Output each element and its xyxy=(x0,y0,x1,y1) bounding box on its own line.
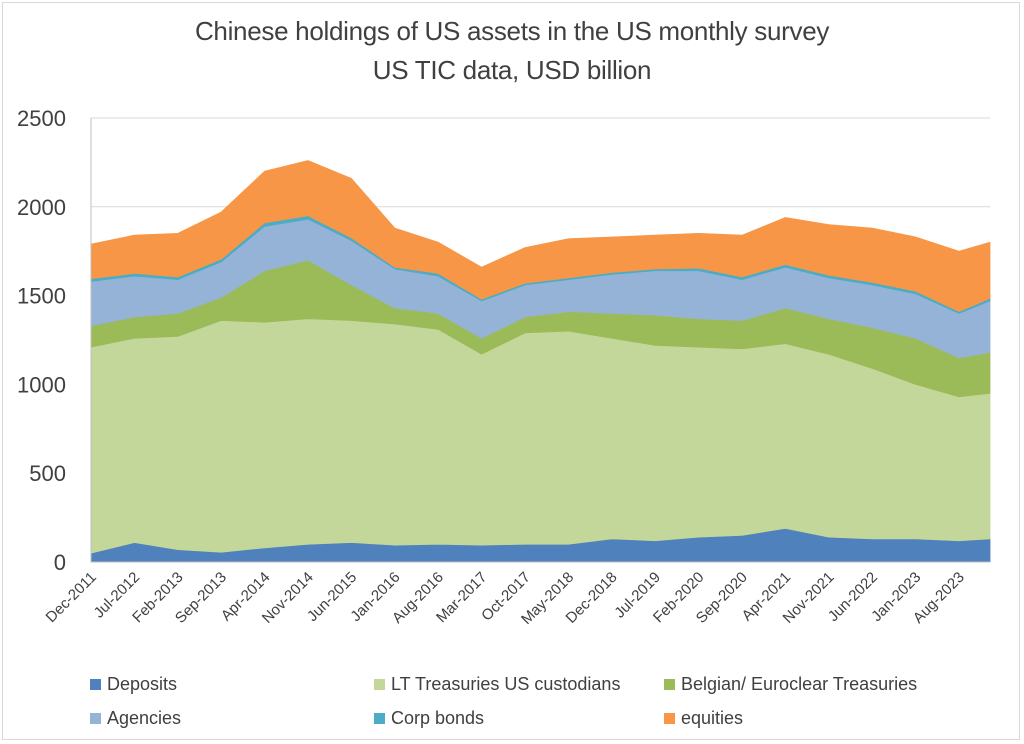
y-tick-label: 2000 xyxy=(17,195,66,220)
chart-subtitle: US TIC data, USD billion xyxy=(372,55,652,85)
chart-title: Chinese holdings of US assets in the US … xyxy=(194,16,830,46)
y-tick-label: 2500 xyxy=(17,106,66,131)
legend-item-lt-treasuries: LT Treasuries US custodians xyxy=(374,674,620,695)
x-axis-ticks: Dec-2011Jul-2012Feb-2013Sep-2013Apr-2014… xyxy=(43,569,968,628)
legend-label: equities xyxy=(681,708,744,728)
legend-swatch xyxy=(90,713,101,724)
legend-item-equities: equities xyxy=(664,708,743,729)
legend-label: Corp bonds xyxy=(391,708,485,728)
legend-swatch xyxy=(90,679,101,690)
y-tick-label: 1000 xyxy=(17,372,66,397)
legend-swatch xyxy=(664,713,675,724)
axes xyxy=(90,118,990,563)
legend-label: Agencies xyxy=(107,708,182,728)
legend-item-corp-bonds: Corp bonds xyxy=(374,708,484,729)
y-tick-label: 0 xyxy=(54,550,66,575)
y-tick-label: 1500 xyxy=(17,284,66,309)
legend-swatch xyxy=(374,713,385,724)
legend-item-belgian-euroclear: Belgian/ Euroclear Treasuries xyxy=(664,674,917,695)
legend-item-deposits: Deposits xyxy=(90,674,177,695)
y-tick-label: 500 xyxy=(29,461,66,486)
legend-swatch xyxy=(374,679,385,690)
x-tick-label: Dec-2011 xyxy=(43,569,100,626)
y-axis-ticks: 0 500 1000 1500 2000 2500 xyxy=(17,106,66,575)
area-equities xyxy=(90,160,991,313)
area-series xyxy=(90,160,991,563)
legend-label: LT Treasuries US custodians xyxy=(391,674,621,694)
legend-swatch xyxy=(664,679,675,690)
legend-item-agencies: Agencies xyxy=(90,708,181,729)
legend-label: Deposits xyxy=(107,674,178,694)
legend-label: Belgian/ Euroclear Treasuries xyxy=(681,674,918,694)
